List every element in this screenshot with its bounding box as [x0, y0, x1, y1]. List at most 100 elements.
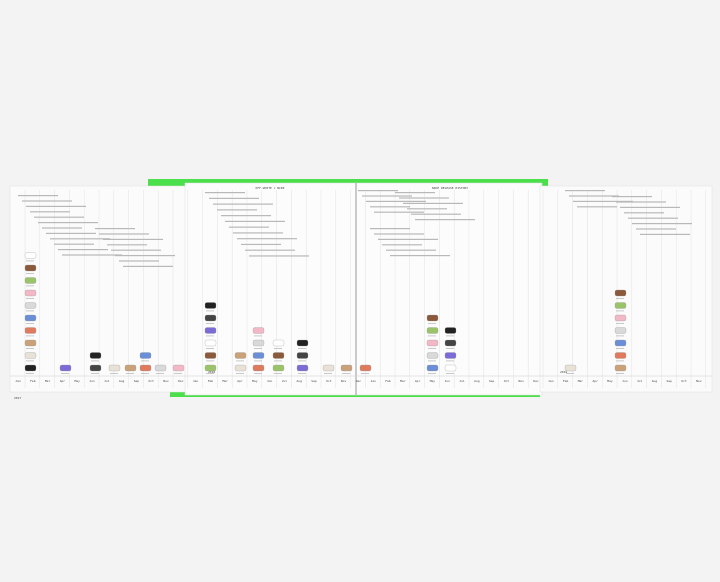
month-label: Aug: [296, 379, 302, 383]
listing-line: [46, 232, 96, 234]
listing-line: [18, 195, 58, 197]
month-label: Sep: [489, 379, 495, 383]
listing-line: [573, 200, 633, 202]
sneaker-caption: [206, 323, 214, 324]
sneaker-caption: [26, 310, 34, 312]
sneaker: [24, 339, 37, 347]
sneaker-caption: [254, 335, 262, 337]
sneaker: [272, 364, 285, 372]
header: OFF-WHITE × NIKE: [256, 186, 285, 190]
sneaker-caption: [26, 360, 34, 362]
listing-line: [370, 206, 410, 208]
listing-line: [30, 211, 70, 213]
sneaker-caption: [616, 360, 624, 362]
listing-line: [217, 209, 257, 211]
page-4: [539, 185, 713, 393]
month-label: Feb: [30, 379, 36, 383]
month-label: Mar: [222, 379, 228, 383]
sneaker-caption: [156, 373, 164, 374]
listing-line: [374, 211, 424, 213]
month-label: Mar: [578, 379, 584, 383]
sneaker: [139, 352, 152, 359]
sneaker: [24, 277, 37, 284]
month-label: Jan: [548, 379, 554, 383]
sneaker: [322, 364, 335, 372]
sneaker: [444, 364, 457, 372]
month-label: Sep: [666, 379, 672, 383]
month-label: Apr: [592, 379, 598, 383]
listing-line: [632, 223, 692, 225]
listing-line: [628, 217, 678, 219]
month-label: Nov: [163, 379, 169, 383]
listing-line: [54, 243, 94, 245]
month-label: Apr: [415, 379, 421, 383]
sneaker-caption: [324, 373, 332, 374]
listing: [18, 190, 692, 267]
listing-line: [107, 244, 147, 246]
sneaker-caption: [141, 360, 149, 362]
listing-line: [58, 249, 108, 251]
listing-line: [225, 220, 285, 222]
sneaker: [24, 289, 37, 297]
sneaker: [24, 264, 37, 272]
month-label: Nov: [341, 379, 347, 383]
listing-line: [386, 249, 436, 251]
listing-line: [99, 233, 149, 235]
sneaker: [204, 364, 217, 372]
sneaker-caption: [26, 298, 34, 299]
month-label: Oct: [504, 379, 510, 383]
sneaker-caption: [616, 298, 624, 299]
sneaker: [204, 314, 217, 322]
sneaker-caption: [428, 323, 436, 324]
listing-line: [565, 190, 605, 192]
sneaker-caption: [26, 285, 34, 287]
listing-line: [577, 206, 617, 208]
year-label: 2019: [560, 370, 567, 374]
listing-line: [640, 233, 690, 235]
listing-line: [123, 265, 173, 267]
sneaker: [204, 302, 217, 309]
listing-line: [407, 208, 447, 210]
sneaker-caption: [298, 348, 306, 349]
sneaker-caption: [298, 373, 306, 374]
listing-line: [366, 200, 426, 202]
listing-line: [209, 197, 259, 199]
month-label: Nov: [696, 379, 702, 383]
listing-line: [399, 197, 449, 199]
sneaker-caption: [61, 373, 69, 374]
listing-line: [403, 202, 463, 204]
month-label: May: [607, 379, 613, 383]
sneaker: [426, 352, 439, 359]
sneaker-caption: [206, 373, 214, 374]
listing-line: [22, 200, 72, 202]
sneaker-caption: [206, 310, 214, 312]
sneaker-caption: [26, 373, 34, 374]
sneaker: [444, 352, 457, 359]
sneaker-caption: [91, 373, 99, 374]
listing-line: [213, 203, 273, 205]
sneaker-caption: [206, 335, 214, 337]
sneaker-caption: [428, 335, 436, 337]
month-label: Jan: [193, 379, 199, 383]
header: NIKE RELEASE HISTORY: [432, 186, 468, 190]
sneaker: [252, 327, 265, 334]
month-label: Jan: [370, 379, 376, 383]
sneaker-caption: [254, 373, 262, 374]
sneaker-caption: [342, 373, 350, 374]
sneaker: [24, 314, 37, 322]
sneaker-caption: [428, 373, 436, 374]
month-label: Feb: [563, 379, 569, 383]
listing-line: [115, 255, 175, 257]
listing-line: [119, 260, 159, 262]
sneaker: [426, 314, 439, 322]
sneaker: [444, 327, 457, 334]
sneaker: [89, 364, 102, 372]
listing-line: [233, 232, 283, 234]
month-label: Aug: [474, 379, 480, 383]
sneaker-caption: [26, 260, 34, 262]
sneaker: [59, 364, 72, 372]
month-label: May: [252, 379, 258, 383]
month-label: Jun: [89, 379, 95, 383]
